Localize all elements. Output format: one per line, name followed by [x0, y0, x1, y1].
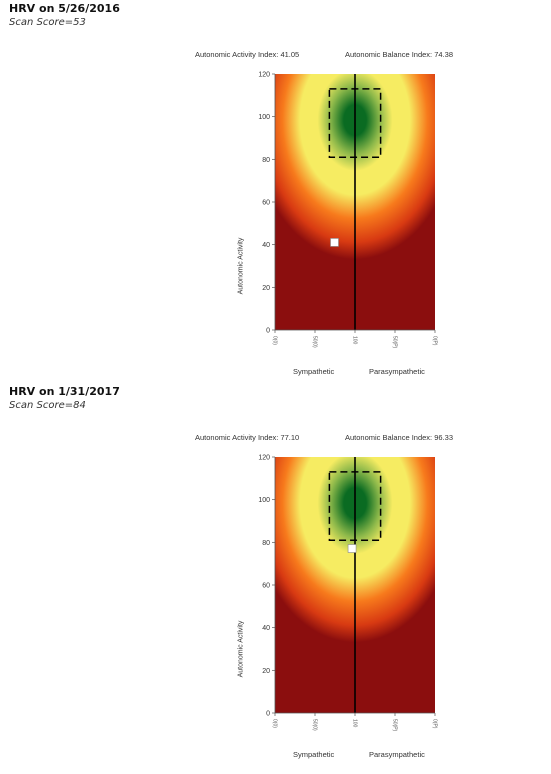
y-tick-label: 20 — [262, 668, 270, 675]
hrv-chart: 0 20 40 60 80 100 120 0(0) 50(0) 100 50(P) 0(P) Aut… — [235, 66, 450, 377]
x-tick-label: 50(0) — [312, 336, 318, 348]
y-tick-label: 120 — [258, 72, 270, 79]
y-tick-label: 100 — [258, 497, 270, 504]
y-axis-label: Autonomic Activity — [237, 620, 245, 678]
y-tick-label: 80 — [262, 157, 270, 164]
y-tick-label: 120 — [258, 455, 270, 462]
hrv-data-point — [347, 544, 357, 553]
parasympathetic-label: Parasympathetic — [369, 367, 425, 376]
x-tick-label: 100 — [352, 336, 358, 345]
parasympathetic-label: Parasympathetic — [369, 750, 425, 759]
y-axis-label: Autonomic Activity — [237, 237, 245, 295]
y-tick-label: 40 — [262, 242, 270, 249]
target-zone-box — [328, 471, 382, 541]
x-tick-label: 50(P) — [392, 719, 398, 732]
y-tick-label: 80 — [262, 540, 270, 547]
activity-index-label: Autonomic Activity Index: 77.10 — [195, 433, 300, 442]
balance-index-label: Autonomic Balance Index: 96.33 — [345, 433, 453, 442]
y-tick-label: 0 — [266, 328, 270, 335]
section-title: HRV on 1/31/2017 — [9, 385, 120, 398]
hrv-data-point — [330, 238, 339, 247]
scan-score: Scan Score=53 — [9, 17, 86, 28]
y-tick-label: 40 — [262, 625, 270, 632]
x-tick-label: 0(P) — [432, 719, 438, 729]
x-tick-label: 0(P) — [432, 336, 438, 346]
hrv-plot: 0 20 40 60 80 100 120 0(0) 50(0) 100 50(P) 0(P) — [258, 72, 438, 349]
y-tick-label: 20 — [262, 285, 270, 292]
section-title: HRV on 5/26/2016 — [9, 2, 120, 15]
y-tick-label: 100 — [258, 114, 270, 121]
y-tick-label: 0 — [266, 711, 270, 718]
x-tick-label: 50(0) — [312, 719, 318, 731]
sympathetic-label: Sympathetic — [293, 750, 335, 759]
y-tick-label: 60 — [262, 583, 270, 590]
sympathetic-label: Sympathetic — [293, 367, 335, 376]
x-tick-label: 0(0) — [272, 719, 278, 728]
activity-index-label: Autonomic Activity Index: 41.05 — [195, 50, 300, 59]
x-tick-label: 50(P) — [392, 336, 398, 349]
hrv-chart: 0 20 40 60 80 100 120 0(0) 50(0) 100 50(P) 0(P) Aut… — [235, 449, 450, 760]
scan-score: Scan Score=84 — [9, 400, 86, 411]
hrv-plot: 0 20 40 60 80 100 120 0(0) 50(0) 100 50(P) 0(P) — [258, 455, 438, 732]
target-zone-box — [328, 88, 382, 158]
x-tick-label: 0(0) — [272, 336, 278, 345]
x-tick-label: 100 — [352, 719, 358, 728]
balance-index-label: Autonomic Balance Index: 74.38 — [345, 50, 453, 59]
y-tick-label: 60 — [262, 200, 270, 207]
